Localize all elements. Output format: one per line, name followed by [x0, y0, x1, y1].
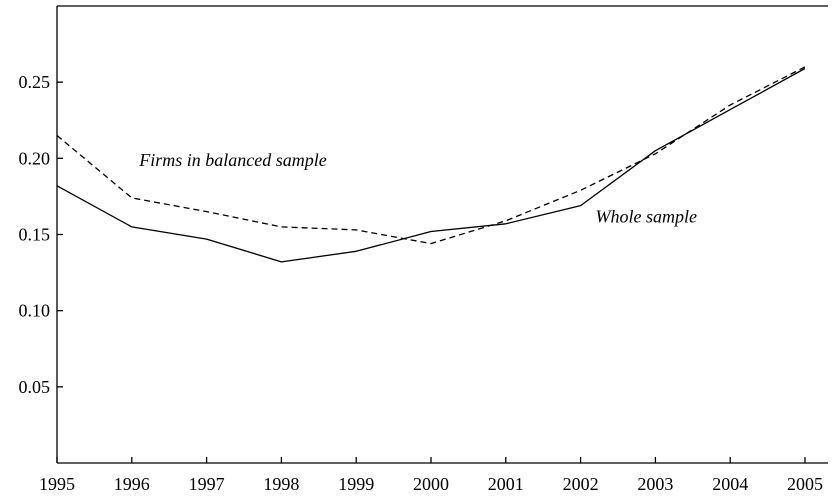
y-tick-label: 0.15 [19, 225, 51, 245]
x-tick-label: 2004 [712, 474, 748, 494]
x-tick-label: 2005 [787, 474, 823, 494]
x-tick-label: 1999 [338, 474, 374, 494]
x-tick-label: 1995 [39, 474, 75, 494]
y-tick-label: 0.20 [19, 148, 51, 168]
series-line-balanced [56, 66, 806, 245]
y-axis-ticks: 0.05 0.10 0.15 0.20 0.25 [19, 72, 63, 397]
annotation-layer: Firms in balanced sample Whole sample [138, 150, 697, 226]
y-tick-label: 0.10 [19, 301, 51, 321]
x-tick-label: 2002 [563, 474, 599, 494]
x-tick-label: 1997 [189, 474, 225, 494]
y-tick-label: 0.05 [19, 377, 51, 397]
y-tick-label: 0.25 [19, 72, 51, 92]
x-tick-label: 2001 [488, 474, 524, 494]
series-label-whole: Whole sample [596, 206, 697, 226]
x-tick-label: 1996 [114, 474, 150, 494]
series-label-balanced: Firms in balanced sample [138, 150, 326, 170]
x-tick-label: 2003 [637, 474, 673, 494]
series-layer [56, 66, 806, 263]
x-tick-label: 1998 [263, 474, 299, 494]
x-tick-label: 2000 [413, 474, 449, 494]
x-axis-ticks: 1995 1996 1997 1998 1999 2000 2001 2002 2003 2004… [39, 457, 823, 494]
